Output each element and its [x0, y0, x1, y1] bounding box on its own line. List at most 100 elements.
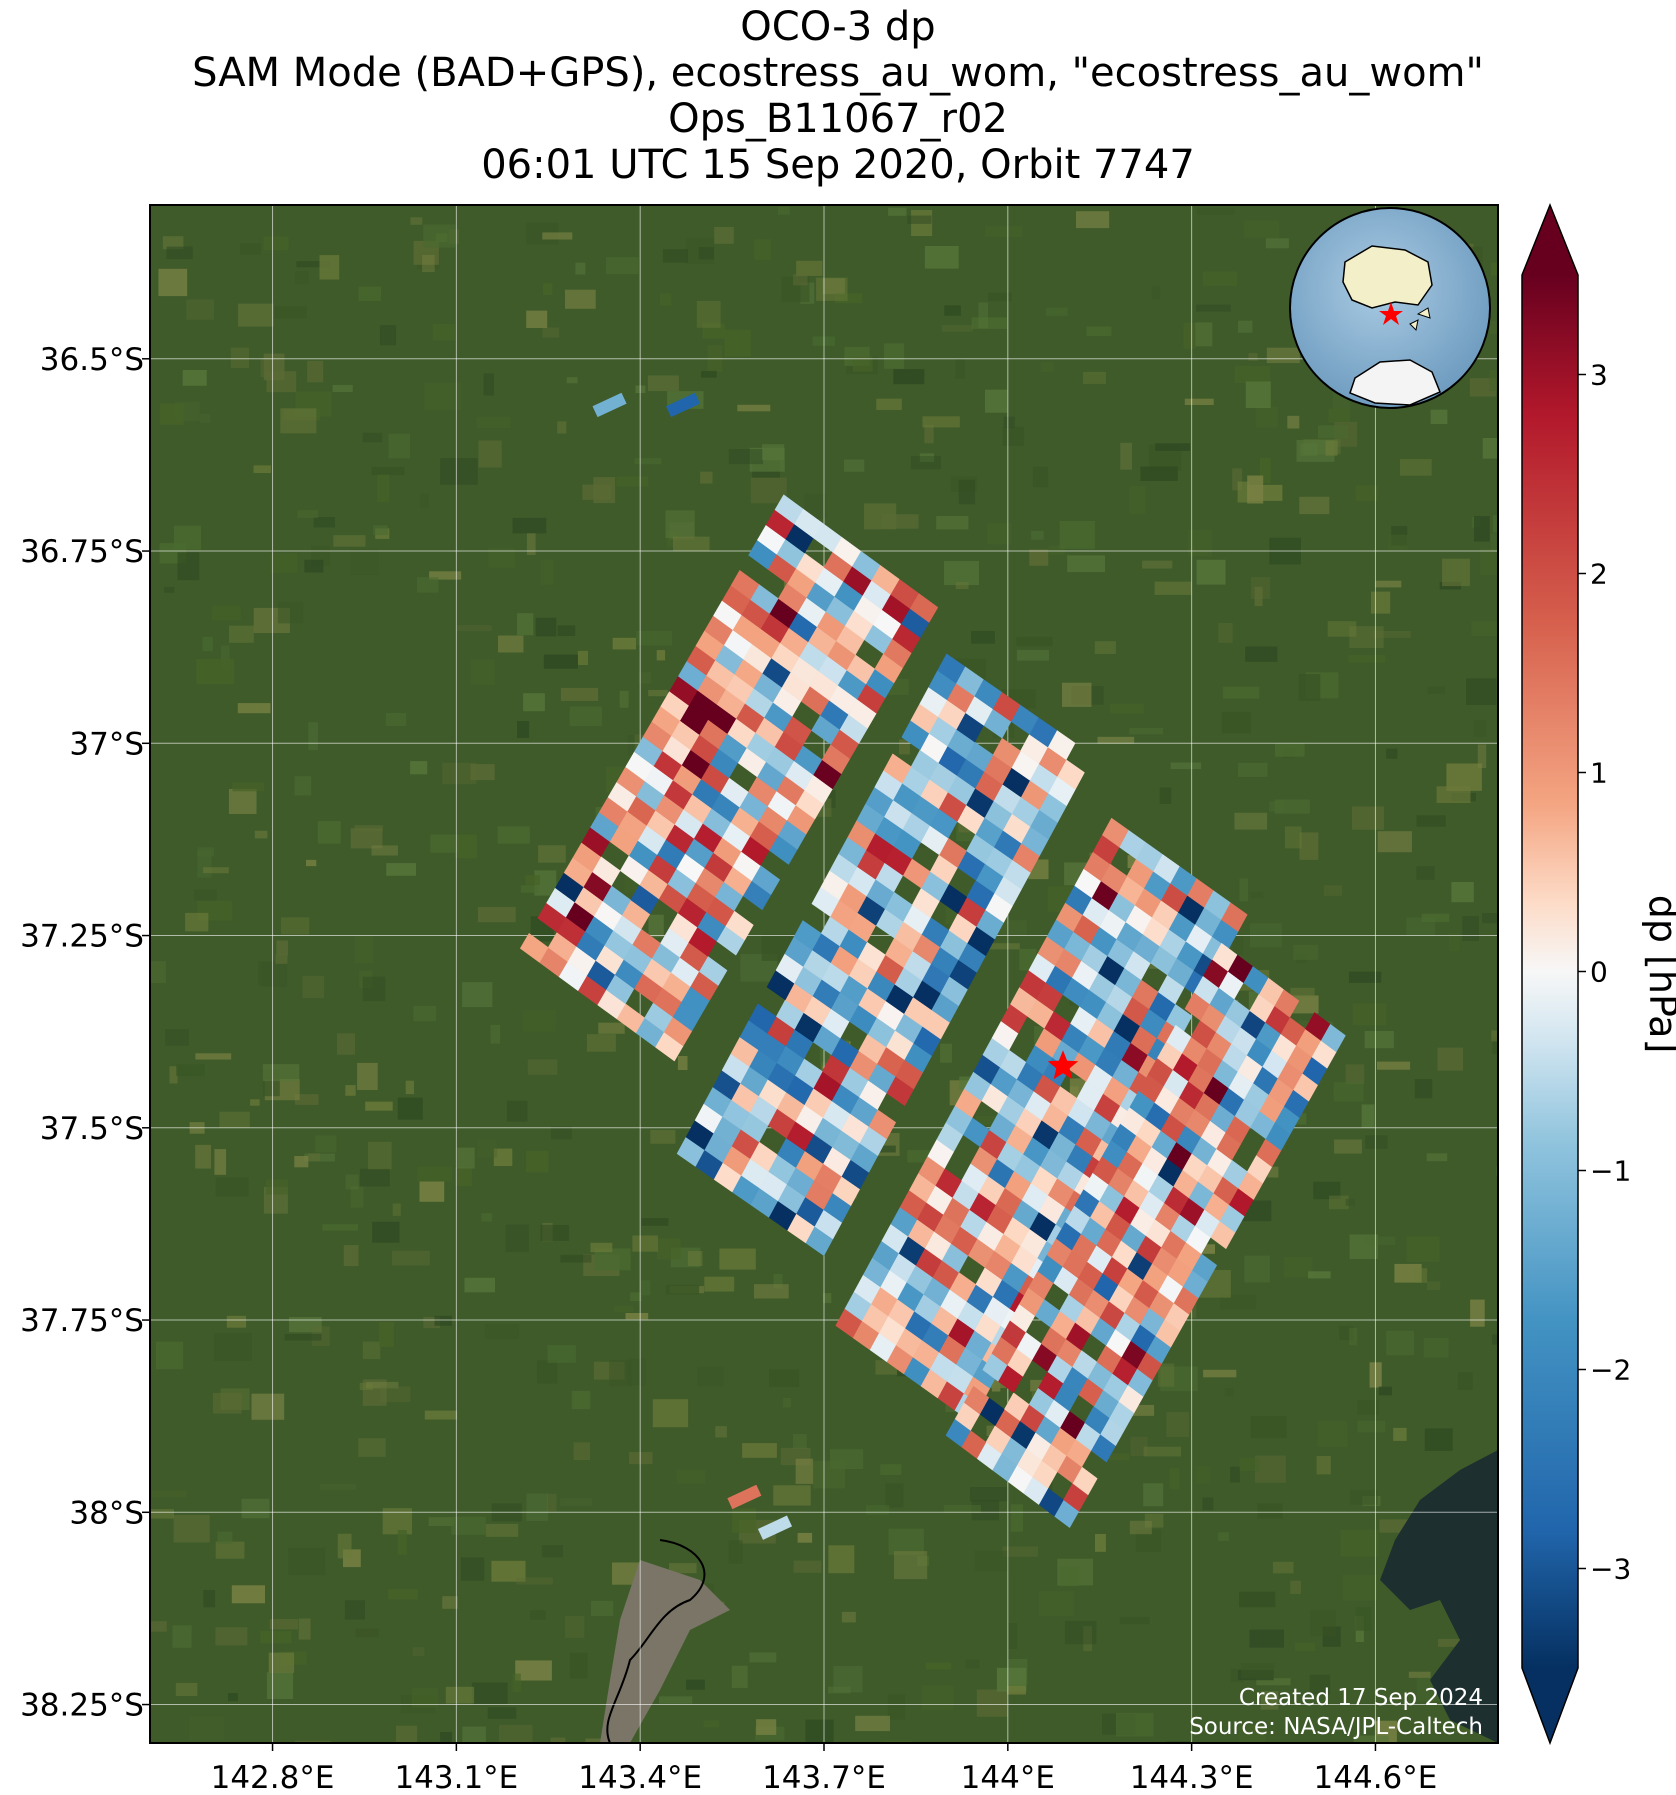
footprint-cell: [793, 920, 822, 951]
lon-tick-label: 143.4°E: [578, 1760, 702, 1795]
terrain-patch: [517, 613, 534, 636]
salt-lake: [600, 1560, 730, 1743]
terrain-patch: [641, 1218, 669, 1226]
terrain-patch: [1154, 581, 1192, 595]
terrain-patch: [185, 912, 209, 932]
terrain-patch: [647, 375, 679, 392]
terrain-patch: [917, 1555, 930, 1566]
terrain-patch: [773, 1485, 811, 1506]
terrain-patch: [424, 1410, 458, 1420]
terrain-patch: [362, 432, 383, 443]
terrain-patch: [423, 224, 456, 248]
terrain-patch: [1224, 1388, 1234, 1397]
terrain-patch: [319, 1483, 357, 1490]
terrain-patch: [984, 226, 1023, 238]
terrain-patch: [419, 1181, 445, 1202]
terrain-patch: [1348, 654, 1386, 663]
terrain-patch: [569, 1652, 588, 1679]
terrain-patch: [319, 255, 340, 280]
terrain-patch: [432, 324, 456, 341]
terrain-patch: [385, 713, 407, 726]
lat-tick-label: 37.75°S: [20, 1303, 144, 1339]
colorbar-max-arrow: [1522, 205, 1578, 275]
terrain-patch: [686, 1679, 705, 1690]
terrain-patch: [498, 1724, 533, 1743]
terrain-patch: [1159, 787, 1172, 804]
terrain-patch: [263, 353, 285, 381]
terrain-patch: [1119, 1616, 1150, 1625]
terrain-patch: [368, 1141, 392, 1170]
lat-tick-label: 37.5°S: [40, 1111, 144, 1147]
terrain-patch: [613, 1305, 634, 1312]
terrain-patch: [550, 1737, 566, 1743]
terrain-patch: [1257, 1503, 1283, 1519]
terrain-patch: [289, 1317, 322, 1333]
terrain-patch: [795, 1458, 814, 1484]
terrain-patch: [1166, 1411, 1190, 1437]
terrain-patch: [371, 845, 398, 856]
terrain-patch: [388, 1589, 418, 1600]
terrain-patch: [893, 369, 925, 385]
terrain-patch: [525, 875, 540, 885]
terrain-patch: [1265, 238, 1289, 249]
terrain-patch: [150, 1509, 174, 1519]
terrain-patch: [1482, 438, 1498, 459]
terrain-patch: [506, 1100, 528, 1122]
terrain-patch: [359, 970, 373, 988]
terrain-patch: [586, 1034, 616, 1052]
terrain-patch: [1237, 481, 1250, 503]
terrain-patch: [1039, 1591, 1075, 1617]
terrain-patch: [1195, 1465, 1211, 1484]
terrain-patch: [442, 762, 477, 785]
terrain-patch: [477, 1140, 498, 1158]
terrain-patch: [1195, 322, 1213, 347]
terrain-patch: [240, 243, 261, 255]
terrain-patch: [197, 847, 215, 857]
terrain-patch: [828, 1545, 855, 1574]
terrain-patch: [1414, 1079, 1433, 1099]
terrain-patch: [719, 1248, 756, 1270]
terrain-patch: [493, 1148, 513, 1166]
terrain-patch: [648, 914, 664, 938]
terrain-patch: [538, 845, 566, 863]
terrain-patch: [1373, 631, 1411, 638]
globe-antarctica: [1349, 359, 1441, 406]
terrain-patch: [665, 1284, 700, 1295]
terrain-patch: [294, 1740, 332, 1743]
terrain-patch: [1239, 1458, 1260, 1472]
terrain-patch: [696, 300, 721, 328]
terrain-patch: [884, 343, 905, 369]
terrain-patch: [1299, 832, 1319, 860]
terrain-patch: [996, 1667, 1027, 1692]
terrain-patch: [569, 706, 602, 727]
terrain-patch: [550, 1126, 572, 1140]
terrain-patch: [782, 1397, 792, 1408]
terrain-patch: [1342, 1574, 1377, 1601]
terrain-patch: [471, 1682, 508, 1705]
terrain-patch: [1197, 208, 1235, 215]
terrain-patch: [1491, 262, 1498, 276]
terrain-patch: [1202, 271, 1237, 286]
terrain-patch: [1220, 1294, 1257, 1310]
terrain-patch: [253, 465, 271, 473]
title-line-4: 06:01 UTC 15 Sep 2020, Orbit 7747: [481, 142, 1195, 188]
terrain-patch: [987, 523, 1013, 545]
terrain-patch: [1157, 1363, 1175, 1387]
terrain-patch: [217, 1531, 233, 1544]
terrain-patch: [700, 370, 717, 378]
terrain-patch: [1448, 933, 1460, 951]
terrain-patch: [1249, 1629, 1284, 1648]
terrain-patch: [454, 834, 477, 859]
terrain-patch: [182, 370, 207, 386]
terrain-patch: [1003, 416, 1015, 429]
footprint-cell: [963, 1385, 990, 1415]
terrain-patch: [1298, 674, 1321, 701]
terrain-patch: [1327, 621, 1357, 637]
terrain-patch: [822, 278, 845, 295]
terrain-patch: [516, 1577, 553, 1585]
terrain-patch: [1256, 1678, 1291, 1686]
terrain-patch: [343, 1245, 359, 1267]
terrain-patch: [350, 548, 379, 575]
terrain-patch: [728, 449, 764, 465]
terrain-patch: [793, 1434, 807, 1449]
